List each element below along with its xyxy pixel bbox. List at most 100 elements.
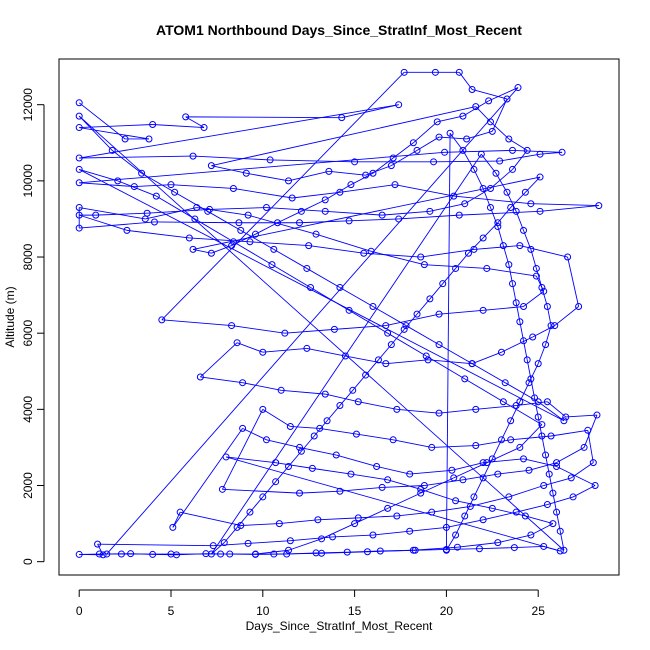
data-point [378, 211, 386, 219]
series-segment [152, 124, 205, 128]
data-point [435, 133, 443, 141]
data-point [486, 184, 494, 192]
data-point [516, 443, 524, 451]
data-point [262, 204, 270, 212]
series-segment [537, 401, 565, 422]
y-axis-label: Altitude (m) [3, 286, 17, 347]
data-point [312, 230, 320, 238]
series-segment [97, 543, 214, 547]
data-point [540, 287, 548, 295]
series-segment [233, 188, 293, 199]
data-point [553, 462, 561, 470]
data-point [507, 436, 515, 444]
series-segment [358, 401, 397, 410]
y-tick-label: 2000 [21, 472, 35, 499]
series-segment [475, 439, 511, 446]
data-point [411, 546, 419, 554]
series-segment [491, 98, 508, 132]
data-point [191, 215, 199, 223]
data-point [99, 551, 107, 559]
data-point [461, 375, 469, 383]
data-point [318, 535, 326, 543]
data-point [538, 432, 546, 440]
series-segment [396, 408, 440, 414]
series-segment [225, 456, 561, 552]
y-tick-label: 4000 [21, 396, 35, 423]
data-point [556, 527, 564, 535]
series-segment [334, 325, 386, 330]
series-segment [462, 150, 475, 170]
series-segment [497, 469, 530, 475]
series-segment [486, 447, 521, 464]
series-segment [543, 477, 572, 486]
series-segment [271, 264, 311, 288]
series-segment [288, 538, 322, 551]
data-point [488, 455, 496, 463]
data-point [376, 547, 384, 555]
series-segment [79, 221, 155, 229]
series-segment [565, 414, 597, 418]
data-point [461, 200, 469, 208]
series-segment [349, 218, 399, 222]
data-point [431, 68, 439, 76]
series-segment [154, 221, 239, 224]
data-point [501, 379, 509, 387]
data-point [567, 474, 575, 482]
series-segment [495, 173, 508, 193]
x-axis: 0 5 10 15 20 25 [76, 589, 545, 618]
data-point [283, 550, 291, 558]
series-segment [301, 199, 326, 212]
data-point [483, 459, 491, 467]
data-point [452, 497, 460, 505]
series-segment [240, 229, 275, 250]
series-segment [490, 169, 513, 189]
data-point [589, 459, 597, 467]
data-point [479, 184, 487, 192]
series-segment [457, 542, 498, 548]
series-segment [413, 546, 458, 551]
data-point [417, 489, 425, 497]
series-segment [211, 165, 247, 174]
data-point [479, 459, 487, 467]
data-point [553, 459, 561, 467]
data-point [593, 411, 601, 419]
data-point [547, 432, 555, 440]
series-segment [425, 355, 465, 380]
series-segment [479, 547, 515, 550]
data-point [532, 272, 540, 280]
series-segment [200, 342, 238, 378]
series-segment [207, 210, 241, 231]
series-segment [420, 248, 475, 258]
data-point [472, 103, 480, 111]
data-point [130, 183, 138, 191]
data-point [127, 550, 135, 558]
data-point [463, 135, 471, 143]
data-point [362, 371, 370, 379]
series-segment [391, 150, 418, 167]
data-point [325, 167, 333, 175]
data-point [314, 516, 322, 524]
x-tick-label: 0 [76, 604, 83, 618]
data-point [516, 398, 524, 406]
series-segment [506, 192, 517, 212]
data-point [75, 165, 83, 173]
series-segment [242, 382, 282, 391]
data-point [378, 483, 386, 491]
series-segment [396, 511, 432, 517]
data-point [92, 211, 100, 219]
data-point [527, 375, 535, 383]
data-point [303, 344, 311, 352]
data-point [239, 379, 247, 387]
data-point [75, 204, 83, 212]
series-segment [473, 245, 520, 250]
series-segment [226, 456, 276, 464]
data-point [452, 531, 460, 539]
series-segment [464, 188, 491, 205]
data-point [316, 424, 324, 432]
data-point [242, 169, 250, 177]
data-point [433, 118, 441, 126]
series-segment [325, 184, 352, 201]
data-point [369, 169, 377, 177]
data-point [417, 485, 425, 493]
series-segment [170, 184, 234, 189]
